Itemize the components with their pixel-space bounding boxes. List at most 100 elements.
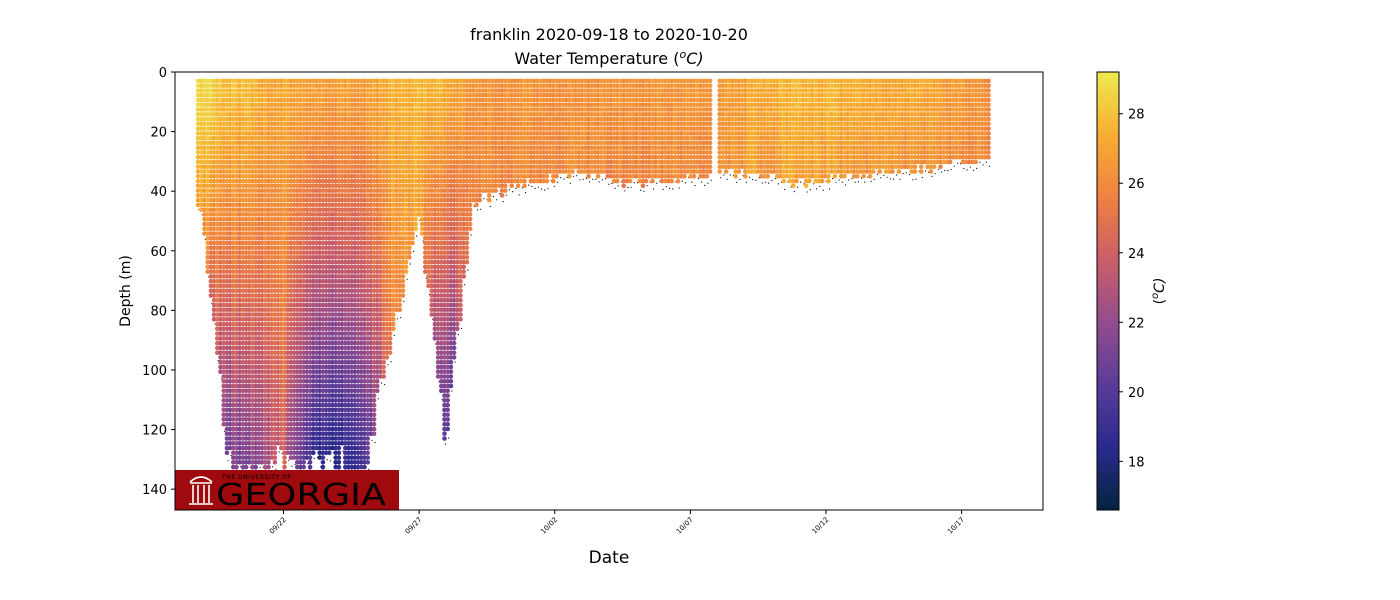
temperature-point xyxy=(266,188,271,193)
temperature-point xyxy=(234,455,239,460)
temperature-point xyxy=(227,364,233,370)
temperature-point xyxy=(205,221,210,227)
temperature-point xyxy=(279,112,284,117)
temperature-point xyxy=(218,131,223,136)
temperature-point xyxy=(371,407,377,413)
temperature-point xyxy=(263,174,268,179)
temperature-point xyxy=(205,159,210,165)
temperature-point xyxy=(253,441,258,446)
temperature-point xyxy=(266,259,271,265)
temperature-point xyxy=(400,274,406,279)
temperature-point xyxy=(234,445,239,451)
temperature-point xyxy=(202,88,207,93)
temperature-point xyxy=(218,202,223,208)
temperature-point xyxy=(266,302,271,308)
temperature-point xyxy=(234,88,239,93)
temperature-point xyxy=(231,307,236,313)
temperature-point xyxy=(371,431,377,437)
temperature-point xyxy=(221,226,226,231)
temperature-point xyxy=(227,188,233,193)
temperature-point xyxy=(211,278,217,284)
temperature-point xyxy=(266,331,271,336)
temperature-point xyxy=(259,445,265,451)
temperature-point xyxy=(243,436,249,441)
temperature-point xyxy=(205,88,210,93)
temperature-point xyxy=(253,97,258,103)
temperature-point xyxy=(211,88,217,93)
temperature-point xyxy=(275,317,281,322)
temperature-point xyxy=(243,102,249,108)
temperature-point xyxy=(256,193,262,198)
temperature-point xyxy=(250,83,255,88)
temperature-point xyxy=(336,464,342,470)
temperature-point xyxy=(218,174,223,179)
temperature-point xyxy=(221,383,226,389)
temperature-point xyxy=(275,126,281,131)
temperature-point xyxy=(247,293,252,298)
temperature-point xyxy=(231,412,236,418)
temperature-point xyxy=(259,88,265,93)
bottom-depth-point xyxy=(403,300,405,302)
temperature-point xyxy=(218,345,223,351)
temperature-point xyxy=(371,421,377,427)
temperature-point xyxy=(218,159,223,165)
temperature-point xyxy=(227,331,233,336)
temperature-point xyxy=(247,441,252,446)
temperature-point xyxy=(221,369,226,375)
temperature-point xyxy=(266,402,271,408)
temperature-point xyxy=(282,102,287,108)
temperature-point xyxy=(250,355,255,360)
temperature-point xyxy=(259,302,265,308)
temperature-point xyxy=(263,131,268,136)
temperature-point xyxy=(240,426,246,432)
temperature-point xyxy=(234,436,239,441)
temperature-point xyxy=(250,236,255,241)
temperature-point xyxy=(234,197,239,203)
bottom-depth-point xyxy=(313,457,315,459)
temperature-point xyxy=(224,131,230,136)
temperature-point xyxy=(218,83,223,88)
temperature-point xyxy=(247,355,252,360)
temperature-point xyxy=(243,364,249,370)
temperature-point xyxy=(234,202,239,208)
temperature-point xyxy=(231,226,236,231)
temperature-point xyxy=(266,83,271,88)
temperature-point xyxy=(240,159,246,165)
temperature-point xyxy=(400,288,406,294)
temperature-point xyxy=(208,78,214,84)
bottom-depth-point xyxy=(371,439,373,441)
temperature-point xyxy=(250,283,255,289)
temperature-point xyxy=(272,402,278,408)
temperature-point xyxy=(266,245,271,251)
temperature-point xyxy=(224,231,230,236)
temperature-point xyxy=(237,88,242,93)
temperature-point xyxy=(243,426,249,432)
temperature-point xyxy=(269,112,275,117)
temperature-point xyxy=(195,140,201,146)
temperature-point xyxy=(227,250,233,255)
temperature-point xyxy=(195,202,201,208)
temperature-point xyxy=(266,145,271,150)
temperature-point xyxy=(240,383,246,389)
temperature-point xyxy=(279,78,284,84)
temperature-point xyxy=(263,345,268,351)
temperature-point xyxy=(224,274,230,279)
temperature-point xyxy=(275,417,281,422)
temperature-point xyxy=(269,207,275,212)
temperature-point xyxy=(237,412,242,418)
temperature-point xyxy=(227,412,233,418)
temperature-point xyxy=(205,145,210,150)
temperature-point xyxy=(240,269,246,274)
temperature-point xyxy=(240,379,246,384)
temperature-point xyxy=(195,88,201,93)
temperature-point xyxy=(269,445,275,451)
temperature-point xyxy=(279,83,284,88)
temperature-point xyxy=(215,97,220,103)
temperature-point xyxy=(221,126,226,131)
temperature-point xyxy=(240,364,246,370)
temperature-point xyxy=(227,197,233,203)
temperature-point xyxy=(250,460,255,465)
temperature-point xyxy=(266,379,271,384)
temperature-point xyxy=(237,207,242,212)
temperature-point xyxy=(259,288,265,294)
